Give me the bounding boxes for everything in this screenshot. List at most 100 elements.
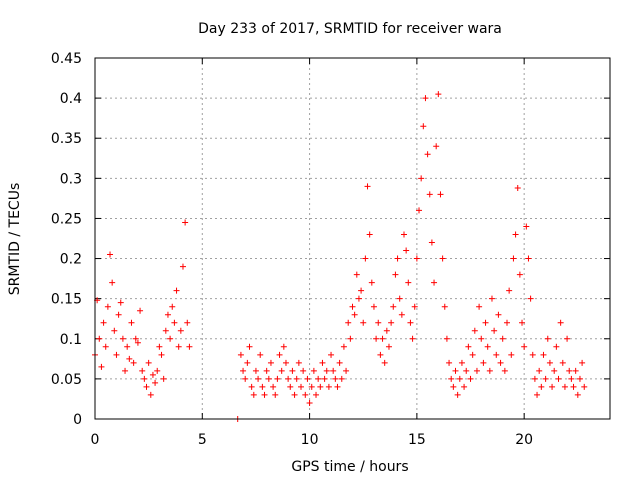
- data-point: [443, 335, 450, 342]
- data-point: [566, 367, 573, 374]
- data-point: [439, 255, 446, 262]
- data-point: [298, 383, 304, 390]
- x-axis-label: GPS time / hours: [291, 459, 408, 475]
- data-point: [368, 279, 375, 286]
- data-point: [111, 327, 118, 334]
- data-point: [325, 383, 332, 390]
- data-point: [519, 319, 526, 326]
- data-point: [152, 379, 159, 386]
- data-point: [308, 383, 315, 390]
- data-point: [504, 319, 510, 326]
- data-point: [540, 351, 547, 358]
- y-tick-label: 0: [73, 412, 82, 428]
- data-point: [117, 299, 124, 306]
- data-point: [100, 319, 107, 326]
- data-point: [564, 335, 571, 342]
- data-point: [317, 383, 324, 390]
- data-point: [304, 375, 311, 382]
- y-tick-label: 0.15: [51, 292, 82, 308]
- data-point: [574, 391, 581, 398]
- x-tick-label: 15: [408, 432, 426, 448]
- data-point: [433, 143, 440, 150]
- data-point: [377, 351, 384, 358]
- data-point: [527, 295, 534, 302]
- data-point: [491, 327, 498, 334]
- data-point: [289, 367, 296, 374]
- data-point: [467, 375, 474, 382]
- data-point: [499, 335, 506, 342]
- data-point: [413, 255, 420, 262]
- data-point: [557, 319, 564, 326]
- data-point: [119, 335, 126, 342]
- tick-labels: 0 5 10 15 20 0 0.05 0.1 0.15 0.2 0.25 0.3 0.35 0.4 0.4…: [51, 51, 533, 448]
- data-point: [175, 343, 182, 350]
- data-point: [98, 363, 105, 370]
- data-point: [428, 239, 435, 246]
- data-point: [242, 375, 249, 382]
- data-point: [366, 231, 373, 238]
- data-point: [270, 383, 277, 390]
- data-point: [476, 303, 483, 310]
- data-point: [568, 375, 575, 382]
- data-point: [323, 367, 330, 374]
- data-point: [250, 391, 257, 398]
- data-point: [124, 343, 131, 350]
- data-point: [531, 375, 538, 382]
- data-point: [510, 255, 517, 262]
- data-point: [561, 383, 568, 390]
- data-point: [458, 359, 465, 366]
- data-point: [109, 279, 116, 286]
- data-point: [130, 359, 137, 366]
- data-point: [579, 359, 586, 366]
- data-point: [315, 375, 322, 382]
- data-point: [581, 383, 588, 390]
- data-point: [529, 351, 536, 358]
- data-point: [347, 335, 354, 342]
- data-point: [321, 375, 328, 382]
- data-point: [358, 287, 365, 294]
- plot-frame: [94, 57, 611, 420]
- data-point: [469, 351, 476, 358]
- y-tick-label: 0.45: [51, 51, 82, 67]
- data-point: [396, 295, 403, 302]
- axis-ticks: [94, 57, 610, 420]
- data-point: [456, 375, 463, 382]
- data-point: [295, 359, 302, 366]
- data-point: [401, 231, 407, 238]
- data-point: [107, 251, 114, 258]
- data-point: [287, 383, 294, 390]
- data-point: [501, 367, 508, 374]
- data-point: [137, 307, 144, 314]
- data-point: [512, 231, 519, 238]
- data-point: [465, 343, 472, 350]
- data-point: [362, 255, 369, 262]
- data-point: [351, 311, 358, 318]
- data-point: [246, 343, 253, 350]
- data-point: [411, 303, 418, 310]
- data-point: [385, 343, 392, 350]
- data-point: [452, 367, 459, 374]
- data-point: [403, 247, 410, 254]
- data-point: [364, 183, 371, 190]
- data-point: [383, 327, 390, 334]
- data-point: [471, 327, 478, 334]
- data-point: [480, 359, 487, 366]
- data-point: [576, 375, 583, 382]
- data-point: [353, 271, 360, 278]
- data-point: [461, 383, 468, 390]
- data-point: [437, 191, 444, 198]
- data-point: [171, 319, 178, 326]
- data-point: [285, 375, 292, 382]
- data-point: [278, 367, 285, 374]
- data-point: [182, 219, 189, 226]
- data-point: [248, 383, 255, 390]
- data-point: [237, 351, 244, 358]
- data-point: [122, 367, 129, 374]
- data-point: [167, 335, 174, 342]
- data-point: [265, 375, 272, 382]
- y-tick-label: 0.1: [60, 332, 82, 348]
- data-point: [544, 335, 551, 342]
- data-point: [293, 375, 300, 382]
- data-point: [143, 383, 150, 390]
